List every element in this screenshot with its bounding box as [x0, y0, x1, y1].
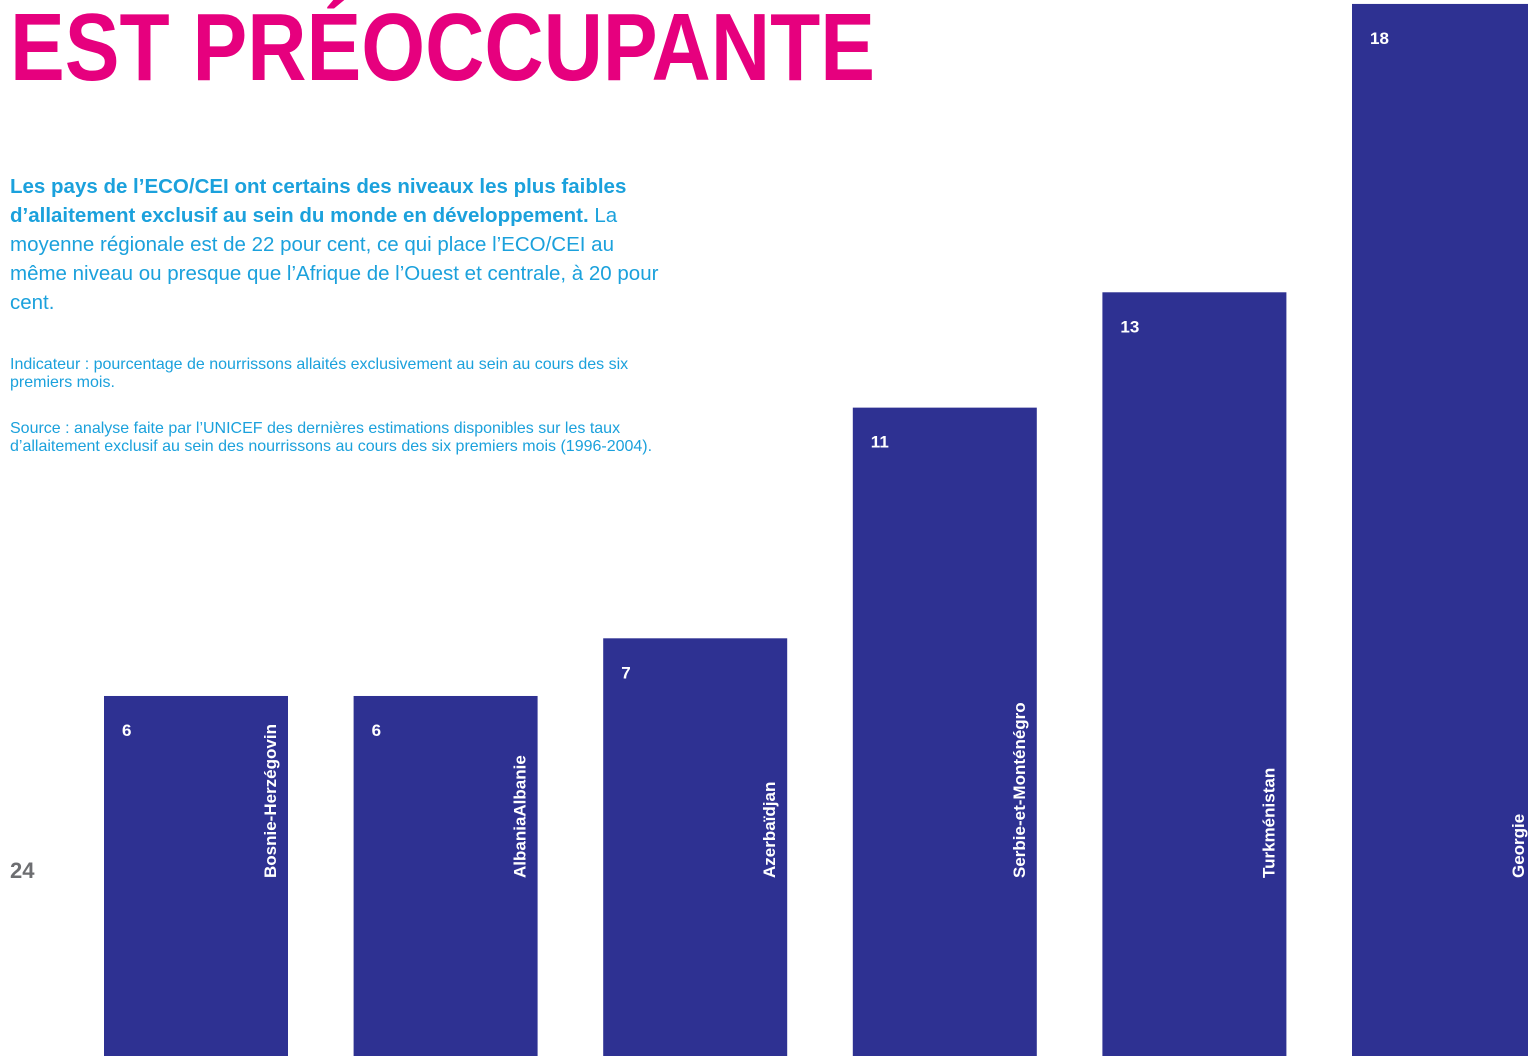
bar: [1102, 292, 1287, 1056]
value-label: 18: [1370, 29, 1389, 48]
category-label: Turkménistan: [1259, 768, 1278, 878]
value-label: 13: [1120, 317, 1139, 336]
page-number: 24: [10, 858, 35, 883]
category-label: Azerbaïdjan: [760, 782, 779, 878]
intro-text: La moyenne régionale est de 22 pour cent…: [10, 204, 659, 314]
value-label: 6: [372, 721, 381, 740]
category-label: Bosnie-Herzégovin: [261, 724, 280, 878]
indicator: Indicateur : pourcentage de nourrissons …: [10, 356, 629, 391]
source: Source : analyse faite par l’UNICEF des …: [10, 420, 653, 455]
category-label: Serbie-et-Monténégro: [1010, 702, 1029, 878]
category-label: AlbaniaAlbanie: [511, 755, 530, 878]
bar: [353, 695, 538, 1056]
intro: Les pays de l’ECO/CEI ont certains des n…: [10, 172, 660, 317]
value-label: 6: [122, 721, 131, 740]
page-title: EST PRÉOCCUPANTE: [10, 0, 875, 101]
value-label: 7: [621, 663, 630, 682]
bar: [104, 695, 288, 1056]
value-label: 11: [871, 433, 889, 452]
bar: [1352, 3, 1528, 1056]
intro-bold: Les pays de l’ECO/CEI ont certains des n…: [10, 175, 627, 227]
bar: [852, 407, 1037, 1056]
category-label: Georgie: [1509, 814, 1528, 878]
bar: [603, 638, 788, 1056]
